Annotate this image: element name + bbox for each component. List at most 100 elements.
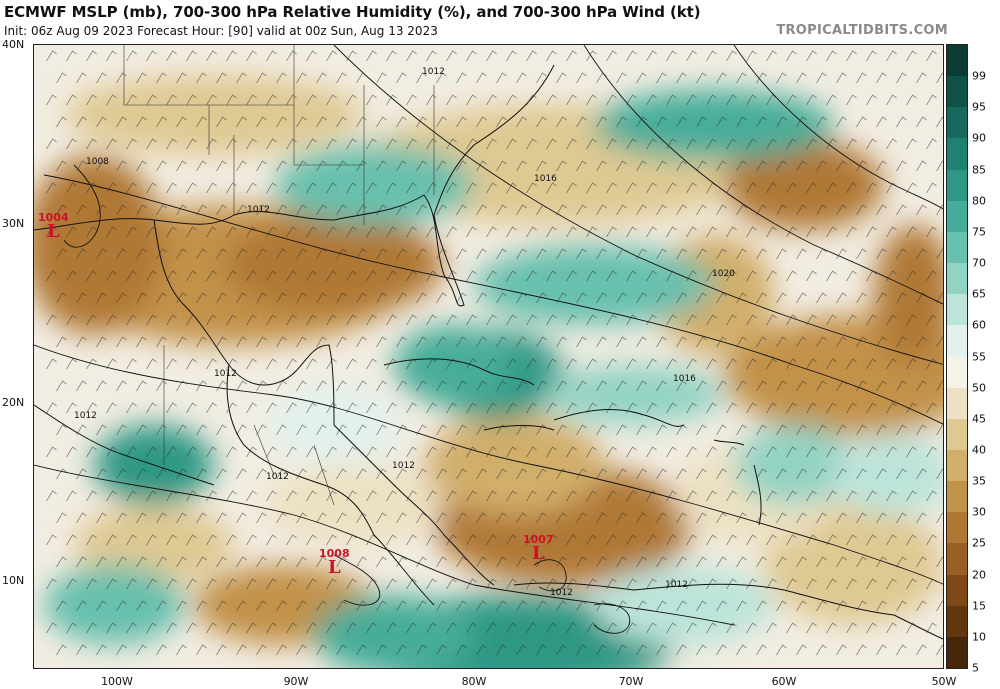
wind-barb [596, 204, 607, 216]
wind-barb [856, 644, 867, 656]
wind-barb [546, 94, 557, 106]
wind-barb [746, 94, 757, 106]
wind-barb [876, 424, 887, 436]
wind-barb [436, 72, 447, 84]
wind-barb [916, 204, 927, 216]
wind-barb [126, 270, 137, 282]
wind-barb [206, 358, 217, 370]
wind-barb [136, 556, 147, 568]
wind-barb [216, 512, 227, 524]
wind-barb [396, 292, 407, 304]
colorbar-tick-label: 70 [972, 256, 986, 270]
wind-barb [316, 204, 327, 216]
wind-barb [686, 534, 697, 546]
wind-barb [286, 138, 297, 150]
wind-barb [766, 578, 777, 590]
wind-barb [786, 94, 797, 106]
wind-barb [216, 72, 227, 84]
wind-barb [416, 292, 427, 304]
wind-barb [136, 600, 147, 612]
wind-barb [886, 182, 897, 194]
wind-barb [416, 380, 427, 392]
wind-barb [296, 336, 307, 348]
wind-barb [686, 446, 697, 458]
low-pressure-marker: 1004 L [38, 212, 69, 241]
wind-barb [886, 446, 897, 458]
wind-barb [426, 358, 437, 370]
wind-barb [346, 138, 357, 150]
wind-barb [396, 600, 407, 612]
wind-barb [916, 160, 927, 172]
colorbar-tick-label: 55 [972, 350, 986, 363]
wind-barb [126, 446, 137, 458]
wind-barb [286, 446, 297, 458]
wind-barb [356, 292, 367, 304]
wind-barb [296, 644, 307, 656]
wind-barb [446, 182, 457, 194]
wind-barb [746, 622, 757, 634]
wind-barb [116, 72, 127, 84]
wind-barb [366, 402, 377, 414]
wind-barb [526, 622, 537, 634]
wind-barb [156, 644, 167, 656]
low-pressure-marker: 1008 L [319, 548, 350, 577]
wind-barb [406, 314, 417, 326]
wind-barb [196, 380, 207, 392]
wind-barb [376, 600, 387, 612]
wind-barb [156, 424, 167, 436]
wind-barb [226, 182, 237, 194]
wind-barb [606, 50, 617, 62]
wind-barb [886, 226, 897, 238]
wind-barb [616, 556, 627, 568]
wind-barb [876, 512, 887, 524]
wind-barb [536, 424, 547, 436]
wind-barb [246, 534, 257, 546]
wind-barb [206, 226, 217, 238]
wind-barb [716, 644, 727, 656]
wind-barb [546, 270, 557, 282]
wind-barb [556, 380, 567, 392]
wind-barb [446, 358, 457, 370]
coastlines [34, 64, 943, 640]
wind-barb [496, 292, 507, 304]
wind-barb [526, 446, 537, 458]
wind-barb [916, 336, 927, 348]
wind-barb [46, 94, 57, 106]
wind-barb [346, 182, 357, 194]
wind-barb [596, 72, 607, 84]
wind-barb [306, 94, 317, 106]
wind-barb [806, 94, 817, 106]
wind-barb [96, 116, 107, 128]
isobar-label: 1020 [712, 269, 735, 279]
low-pressure-value: 1008 [319, 547, 350, 560]
wind-barb [436, 556, 447, 568]
wind-barb [206, 314, 217, 326]
wind-barb [76, 644, 87, 656]
wind-barb [766, 94, 777, 106]
wind-barb [246, 622, 257, 634]
wind-barb [276, 248, 287, 260]
wind-barb [636, 116, 647, 128]
wind-barb [246, 226, 257, 238]
wind-barb [366, 270, 377, 282]
wind-barb [386, 578, 397, 590]
wind-barb [446, 490, 457, 502]
wind-barb [166, 358, 177, 370]
wind-barb [66, 94, 77, 106]
wind-barb [746, 490, 757, 502]
wind-barb [856, 556, 867, 568]
colorbar-tick-label: 15 [972, 599, 986, 613]
wind-barb [606, 138, 617, 150]
wind-barb [326, 314, 337, 326]
wind-barb [286, 622, 297, 634]
wind-barb [296, 512, 307, 524]
wind-barb [596, 424, 607, 436]
colorbar-tick-label: 20 [972, 568, 986, 582]
wind-barb [536, 292, 547, 304]
wind-barb [506, 226, 517, 238]
wind-barb [256, 292, 267, 304]
wind-barb [276, 556, 287, 568]
wind-barb [526, 490, 537, 502]
wind-barb [896, 160, 907, 172]
wind-barb [66, 446, 77, 458]
